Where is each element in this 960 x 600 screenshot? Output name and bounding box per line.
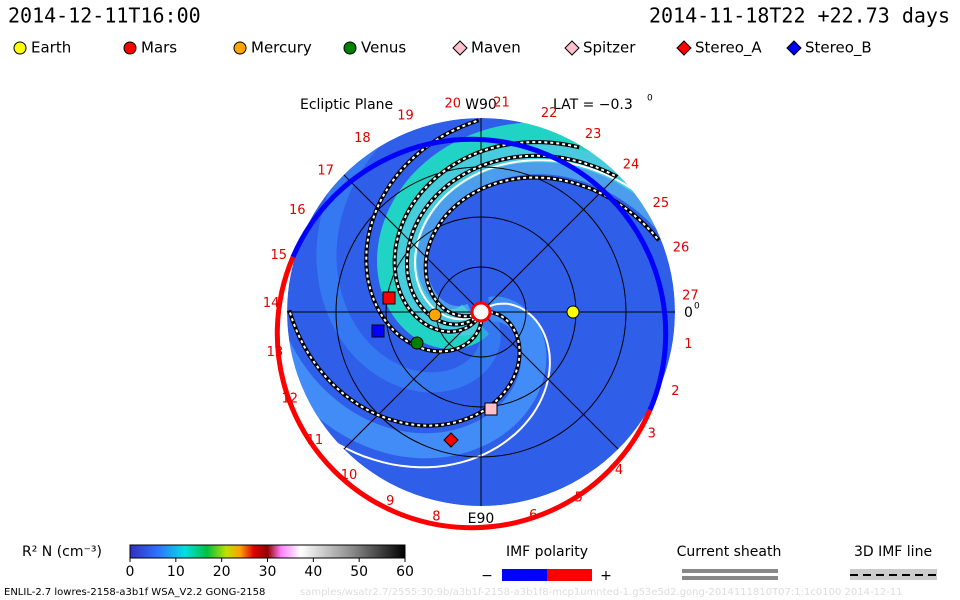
legend-label: Venus [361, 39, 406, 57]
carrington-label: 9 [386, 494, 394, 509]
imf-line-title: 3D IMF line [854, 544, 932, 560]
carrington-label: 13 [267, 345, 284, 360]
colorbar-label: R² N (cm⁻³) [22, 544, 102, 560]
legend-label: Maven [471, 39, 521, 57]
imf-neg [502, 569, 547, 581]
earth [566, 305, 580, 319]
imf-plus: + [600, 568, 612, 584]
colorbar-tick-label: 40 [304, 564, 322, 580]
colorbar-tick-label: 60 [396, 564, 414, 580]
stereo-b [371, 324, 385, 338]
imf-line [392, 140, 580, 334]
carrington-label: 8 [432, 510, 440, 525]
imf-line [423, 175, 661, 319]
footer: ENLIL-2.7 lowres-2158-a3b1f WSA_V2.2 GON… [4, 587, 265, 598]
legend-marker [452, 40, 468, 56]
carrington-label: 17 [317, 163, 334, 178]
sheath-title: Current sheath [677, 544, 782, 560]
carrington-label: 3 [648, 427, 656, 442]
legend-marker [786, 40, 802, 56]
colorbar-tick-label: 10 [167, 564, 185, 580]
sun [470, 301, 492, 323]
carrington-label: 4 [615, 463, 623, 478]
carrington-label: 27 [682, 288, 699, 303]
carrington-label: 24 [623, 158, 640, 173]
legend-marker [233, 41, 247, 55]
legend-label: Stereo_B [805, 39, 872, 58]
zero-sup: 0 [694, 302, 700, 312]
imf-line [287, 309, 522, 428]
carrington-label: 26 [673, 241, 690, 256]
sheath-line [682, 569, 778, 573]
sheath-line [682, 576, 778, 580]
mars [382, 291, 396, 305]
legend-marker [564, 40, 580, 56]
carrington-label: 21 [493, 96, 510, 111]
legend-marker [13, 41, 27, 55]
carrington-label: 2 [671, 384, 679, 399]
legend-marker [676, 40, 692, 56]
legend-label: Mars [141, 39, 177, 57]
legend-label: Spitzer [583, 39, 636, 57]
imf-pos [547, 569, 592, 581]
imf-lines [287, 118, 661, 428]
legend-label: Earth [31, 39, 71, 57]
colorbar [129, 544, 406, 559]
lat-sup: 0 [647, 94, 653, 104]
carrington-label: 18 [354, 131, 371, 146]
legend-marker [123, 41, 137, 55]
carrington-label: 11 [307, 433, 324, 448]
colorbar-tick-label: 0 [126, 564, 135, 580]
polarity-rim-neg [274, 256, 653, 531]
carrington-label: 16 [289, 203, 306, 218]
polarity-rim-pos [290, 136, 669, 411]
bodies [371, 291, 580, 448]
carrington-label: 5 [575, 490, 583, 505]
carrington-label: 25 [653, 196, 670, 211]
carrington-label: 23 [585, 127, 602, 142]
legend-label: Mercury [251, 39, 312, 57]
carrington-label: 19 [397, 109, 414, 124]
bottom-label: E90 [468, 511, 495, 527]
legend: Earth Mars Mercury Venus Maven Spitzer Stereo_… [13, 39, 872, 58]
zero-label: 0 [684, 305, 693, 321]
run-time: 2014-12-11T16:00 [8, 4, 201, 28]
imf-line [364, 118, 484, 354]
imf-minus: − [481, 568, 493, 584]
carrington-label: 22 [541, 106, 558, 121]
carrington-label: 15 [270, 248, 287, 263]
carrington-label: 6 [529, 508, 537, 523]
legend-marker [343, 41, 357, 55]
model-time: 2014-11-18T22 +22.73 days [649, 4, 950, 28]
colorbar-ticks: 0 10 20 30 40 50 60 [126, 558, 414, 580]
carrington-label: 12 [281, 391, 298, 406]
density-band [287, 215, 547, 459]
mercury [428, 308, 442, 322]
colorbar-tick-label: 30 [259, 564, 277, 580]
venus [410, 336, 424, 350]
top-label: W90 [465, 97, 497, 113]
lat-label: LAT = −0.3 [553, 97, 633, 113]
carrington-label: 20 [444, 96, 461, 111]
carrington-label: 1 [684, 337, 692, 352]
imf-title: IMF polarity [506, 544, 588, 560]
legend-label: Stereo_A [695, 39, 762, 58]
plot-title: Ecliptic Plane [300, 97, 393, 113]
stereo-a [443, 432, 459, 448]
colorbar-tick-label: 20 [213, 564, 231, 580]
footer-path: samples/wsatr2.7/2555:30:9b/a3b1f-2158-a… [300, 587, 903, 598]
carrington-label: 14 [263, 296, 280, 311]
colorbar-tick-label: 50 [350, 564, 368, 580]
maven [484, 402, 498, 416]
imf-line [405, 153, 618, 327]
carrington-label: 10 [341, 468, 358, 483]
